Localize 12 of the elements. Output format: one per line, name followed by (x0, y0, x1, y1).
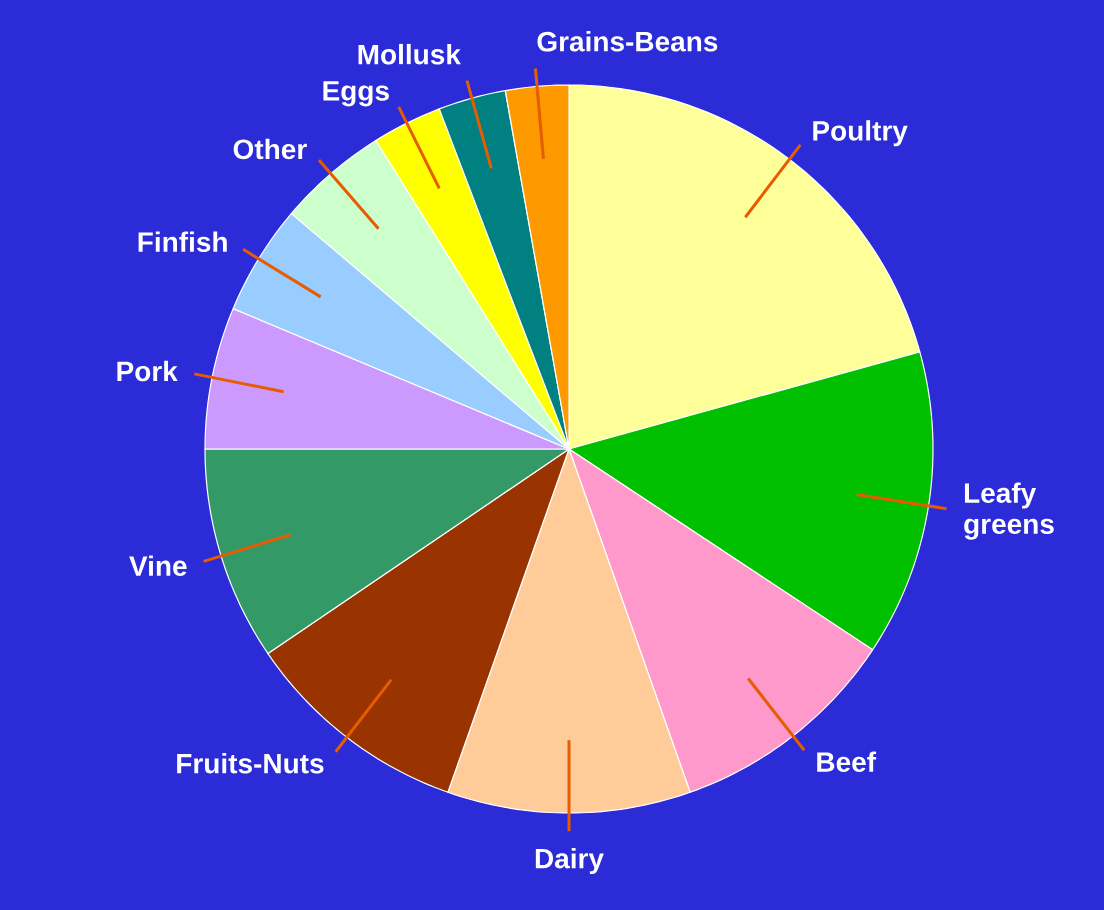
slice-label: Finfish (138, 231, 227, 252)
slice-label: Fruits-Nuts (177, 752, 324, 774)
slice-label: Leafy greens (964, 482, 1054, 540)
slice-label: Grains-Beans (537, 31, 718, 52)
slice-label: Eggs (323, 81, 389, 107)
slice-label: Beef (817, 751, 877, 773)
slice-label: Other (233, 138, 307, 160)
slice-label: Poultry (813, 120, 908, 147)
slice-label: Mollusk (358, 43, 461, 65)
slice-label: Dairy (535, 847, 604, 875)
slice-label: Vine (129, 555, 187, 576)
slice-label: Pork (117, 360, 178, 382)
